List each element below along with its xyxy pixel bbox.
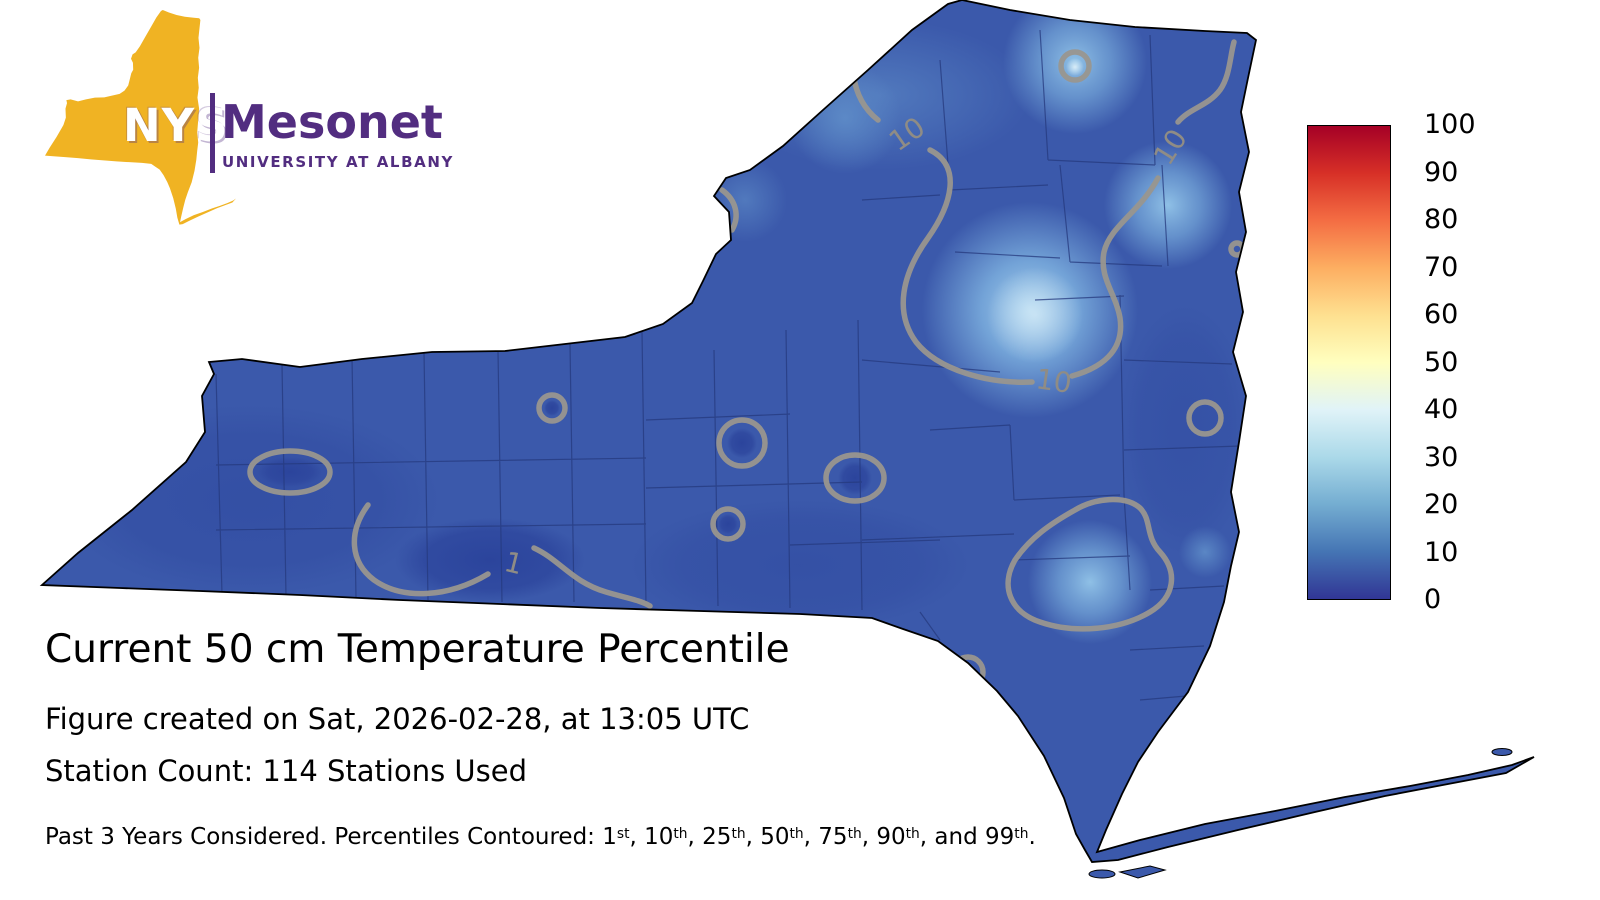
percentile-contours xyxy=(247,11,1246,690)
logo-subtitle: UNIVERSITY AT ALBANY xyxy=(222,153,454,171)
figure-created-line: Figure created on Sat, 2026-02-28, at 13… xyxy=(45,702,750,736)
light-spot xyxy=(1066,58,1084,76)
logo-divider xyxy=(210,93,215,173)
county-boundaries xyxy=(215,29,1241,701)
islands xyxy=(1088,748,1513,879)
colorbar-tick: 0 xyxy=(1424,584,1442,615)
dark-spot xyxy=(258,457,322,487)
station-count-line: Station Count: 114 Stations Used xyxy=(45,754,528,788)
colorbar-tick: 10 xyxy=(1424,537,1459,568)
dark-region xyxy=(1120,305,1250,555)
contour-label: 10 xyxy=(1034,362,1074,400)
light-region xyxy=(1028,520,1152,644)
dark-region xyxy=(60,405,440,595)
logo-wordmark: Mesonet xyxy=(221,95,443,149)
colorbar-tick: 100 xyxy=(1424,109,1476,140)
dark-spot xyxy=(395,518,585,602)
light-region xyxy=(789,62,901,174)
footnote-prefix: Past 3 Years Considered. Percentiles Con… xyxy=(45,824,603,850)
colorbar-tick: 60 xyxy=(1424,299,1459,330)
dark-spot xyxy=(727,428,757,458)
colorbar xyxy=(1307,125,1391,600)
percentile-item: 75th, xyxy=(818,824,877,850)
colorbar-tick: 70 xyxy=(1424,252,1459,283)
dark-spot xyxy=(838,461,872,495)
percentile-item: 25th, xyxy=(702,824,761,850)
colorbar-tick: 80 xyxy=(1424,204,1459,235)
light-region xyxy=(1104,141,1232,269)
percentile-item: 99th. xyxy=(985,824,1036,850)
dark-spot xyxy=(544,400,560,416)
percentile-item: 50th, xyxy=(760,824,819,850)
colorbar-tick: 20 xyxy=(1424,489,1459,520)
percentile-item: 90th, and xyxy=(876,824,986,850)
percentile-item: 10th, xyxy=(644,824,703,850)
colorbar-tick: 50 xyxy=(1424,347,1459,378)
light-region xyxy=(987,267,1083,363)
light-region xyxy=(1179,526,1231,578)
footnote-line: Past 3 Years Considered. Percentiles Con… xyxy=(45,824,1036,850)
colorbar-tick: 40 xyxy=(1424,394,1459,425)
figure-title: Current 50 cm Temperature Percentile xyxy=(45,627,790,672)
dark-spot xyxy=(718,514,738,534)
colorbar-tick: 90 xyxy=(1424,157,1459,188)
light-region xyxy=(703,158,787,242)
colorbar-tick: 30 xyxy=(1424,442,1459,473)
percentile-item: 1st, xyxy=(602,824,645,850)
